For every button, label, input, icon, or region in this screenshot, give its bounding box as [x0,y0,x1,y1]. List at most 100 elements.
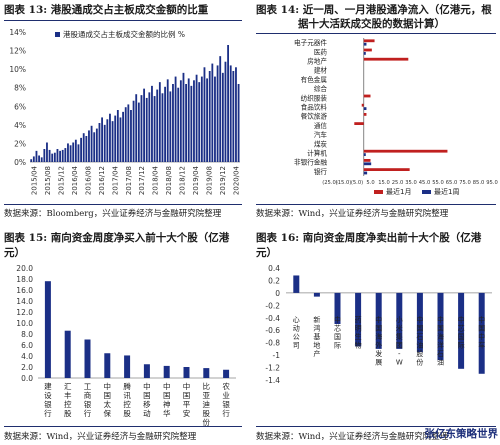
x-tick-label: 2017/04 [111,165,119,195]
bar-month [363,159,371,162]
category-label: 非银行金融 [294,158,327,167]
bar [396,292,403,349]
bar [223,369,230,378]
category-label: 计算机 [307,149,327,158]
bar [67,143,69,162]
bar [416,292,423,352]
bar [229,65,232,162]
y-tick-label: 12% [9,47,26,56]
x-tick-label: (25.0) [322,180,338,186]
panel-14-bottom-rule [256,204,496,205]
category-label: 医药 [314,47,328,56]
bar [183,367,190,378]
category-label: 汽车 [314,130,328,139]
y-tick-label: 14% [9,28,26,37]
bar [74,139,77,162]
bar [114,115,117,162]
legend-swatch [55,32,60,37]
bar [137,102,140,162]
x-tick-label: 2015/12 [57,166,65,195]
bar [158,82,161,162]
bar-week [363,42,367,46]
x-tick-label: 35.0 [405,180,417,186]
y-tick-label: 0% [14,158,26,167]
bar [235,67,237,162]
bar [219,56,222,163]
bar [127,104,130,162]
category-char: 移 [143,399,151,409]
category-char: 鸿 [313,324,320,333]
category-char: 司 [293,342,300,350]
y-tick-label: -0.6 [265,326,280,335]
x-tick-label: 55.0 [432,180,444,186]
category-char: W [396,359,403,367]
panel-14-source: 数据来源：Wind，兴业证券经济与金融研究院整理 [256,209,449,219]
bar [98,123,101,162]
y-tick-label: 12.0 [16,308,33,317]
panel-15-title-line2: 元） [4,247,25,259]
panel-14: 图表 14: 近一周、一月港股通净流入（亿港元，根 据十大活跃成交股的数据计算）… [252,0,500,222]
x-tick-label: 75.0 [459,180,471,186]
category-char: 发 [375,349,382,358]
category-char: 国 [143,391,151,400]
bar-month [354,122,364,125]
category-char: 中 [458,315,465,324]
bar [478,292,485,374]
x-tick-label: 2018/12 [179,166,187,195]
x-tick-label: 2019/12 [219,166,227,195]
y-tick-label: -0.2 [265,301,280,310]
category-char: 讯 [123,391,131,400]
category-char: 小 [396,315,403,324]
bar [95,128,98,162]
x-tick-label: 2019/04 [192,165,200,195]
bar [132,100,135,162]
y-tick-label: 4% [14,121,26,130]
panel-13-title: 图表 13: 港股通成交占主板成交金额的比重 [4,4,209,16]
panel-16: 图表 16: 南向资金周度净卖出前十大个股（亿港 元） 0.4 0.2 0 -0.2 -… [252,228,500,445]
bar [232,71,235,162]
panel-15: 图表 15: 南向资金周度净买入前十大个股（亿港 元） 0.0 2.0 4.0 6.0… [0,228,245,445]
bar [38,155,40,162]
category-char: 中 [334,315,341,324]
category-char: 国 [163,391,171,400]
y-tick-label: 10% [9,65,26,74]
category-char: 份 [416,358,423,367]
watermark-text: 张亿东策略世界 [424,428,499,440]
panel-16-title-line1: 图表 16: 南向资金周度净卖出前十大个股（亿港 [256,232,482,244]
category-char: 石 [437,350,444,358]
panel-14-top-rule [256,33,496,34]
bar [69,145,72,162]
category-char: 平 [183,400,191,409]
category-char: 份 [203,417,211,427]
legend-swatch-week [422,190,431,194]
category-char: 太 [104,399,112,409]
x-tick-label: 2018/08 [165,166,173,195]
legend-swatch-month [374,190,383,194]
category-char: 神 [163,399,171,409]
bar [200,76,203,162]
category-char: 中 [163,381,171,391]
x-tick-label: 2015/04 [31,165,39,195]
category-char: 行 [84,408,92,418]
bar [101,117,103,162]
panel-13: 图表 13: 港股通成交占主板成交金额的比重 0% 2% 4% 6% 8% 10% 12% 1… [0,0,245,222]
panel-13-source: 数据来源：Bloomberg，兴业证券经济与金融研究院整理 [4,209,222,219]
category-char: 动 [293,324,300,333]
category-char: 国 [416,325,423,333]
bar-week [363,171,368,175]
category-char: 国 [334,333,341,341]
bar [187,78,190,162]
bar-month [363,168,410,171]
category-char: 明 [355,325,362,333]
bar [143,364,150,378]
category-char: 国 [375,325,382,333]
panel-16-bottom-rule [256,426,496,427]
x-tick-label: 25.0 [392,180,404,186]
bar [166,79,169,162]
bar [124,355,131,378]
category-char: 心 [293,316,300,324]
category-char: 国 [104,391,112,400]
bar [313,292,320,297]
category-char: 展 [375,359,382,367]
category-label: 煤炭 [314,139,328,148]
